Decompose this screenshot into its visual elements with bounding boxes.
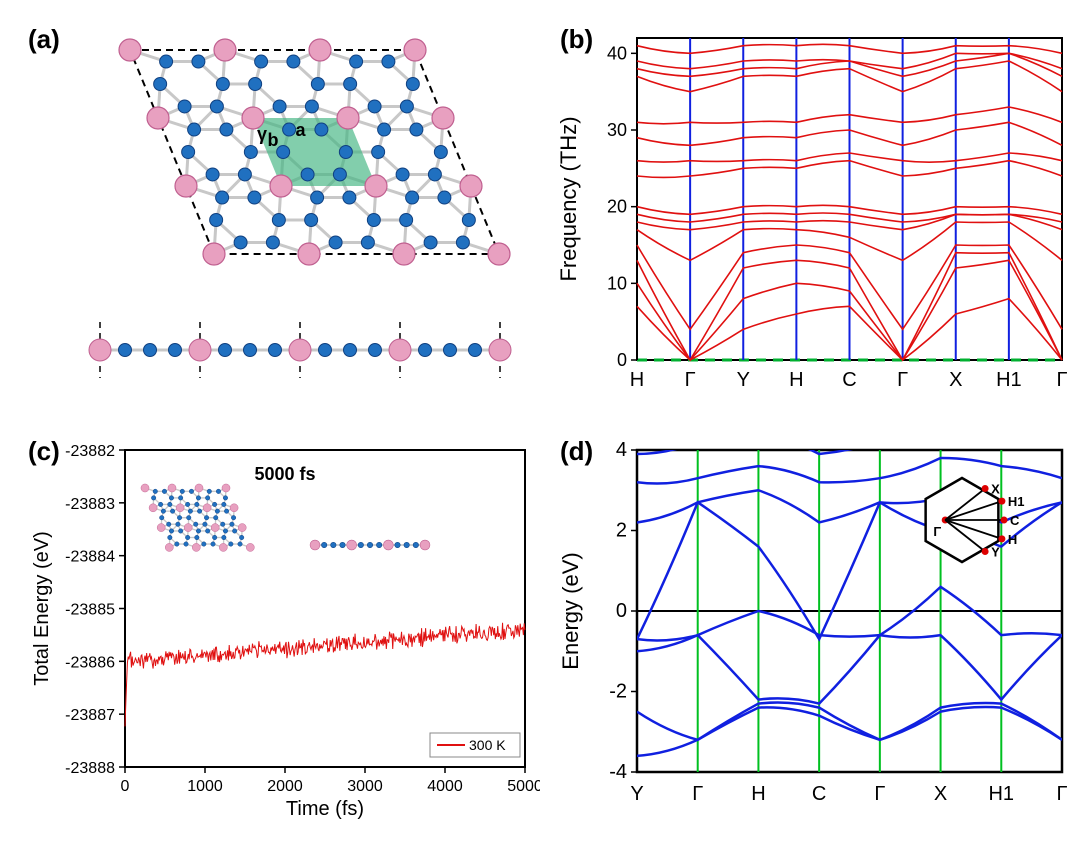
svg-text:C: C — [812, 783, 826, 805]
svg-text:-23886: -23886 — [65, 654, 115, 671]
svg-text:Γ: Γ — [1056, 783, 1067, 805]
svg-text:H: H — [1008, 532, 1017, 547]
svg-text:2000: 2000 — [267, 778, 303, 795]
svg-text:Energy (eV): Energy (eV) — [558, 552, 583, 669]
svg-text:H: H — [751, 783, 765, 805]
svg-text:2: 2 — [616, 520, 627, 542]
panel-c: (c) -23888 -23887 -23886 -23885 -23884 -23883… — [20, 432, 540, 832]
svg-text:0: 0 — [121, 778, 130, 795]
svg-text:-23885: -23885 — [65, 602, 115, 619]
panel-label-b: (b) — [560, 24, 593, 55]
svg-text:10: 10 — [607, 273, 627, 293]
svg-text:0: 0 — [616, 600, 627, 622]
svg-text:-23882: -23882 — [65, 443, 115, 460]
svg-text:-23887: -23887 — [65, 707, 115, 724]
svg-text:0: 0 — [617, 350, 627, 370]
svg-text:4: 4 — [616, 439, 627, 461]
svg-text:X: X — [934, 783, 947, 805]
svg-text:Γ: Γ — [897, 369, 908, 391]
svg-text:Γ: Γ — [874, 783, 885, 805]
svg-text:Y: Y — [630, 783, 643, 805]
svg-text:4000: 4000 — [427, 778, 463, 795]
svg-text:300 K: 300 K — [469, 737, 506, 753]
panel-label-c: (c) — [28, 436, 60, 467]
svg-text:Γ: Γ — [685, 369, 696, 391]
figure-grid: (a) abγ (b) 010203040HΓYHCΓXH1ΓFrequency… — [20, 20, 1060, 832]
svg-text:Frequency (THz): Frequency (THz) — [556, 116, 581, 281]
panel-label-a: (a) — [28, 24, 60, 55]
svg-text:Y: Y — [737, 369, 750, 391]
svg-text:Γ: Γ — [1056, 369, 1067, 391]
svg-text:3000: 3000 — [347, 778, 383, 795]
svg-text:5000: 5000 — [507, 778, 540, 795]
svg-text:H1: H1 — [1008, 494, 1025, 509]
svg-text:5000 fs: 5000 fs — [254, 464, 315, 484]
svg-text:H: H — [789, 369, 803, 391]
svg-text:Y: Y — [991, 545, 1000, 560]
svg-text:X: X — [991, 482, 1000, 497]
svg-text:30: 30 — [607, 120, 627, 140]
svg-text:H1: H1 — [988, 783, 1014, 805]
svg-text:20: 20 — [607, 197, 627, 217]
svg-text:-23884: -23884 — [65, 549, 115, 566]
svg-text:40: 40 — [607, 43, 627, 63]
svg-text:-2: -2 — [609, 681, 627, 703]
svg-text:C: C — [842, 369, 856, 391]
svg-text:-4: -4 — [609, 761, 627, 783]
svg-text:-23883: -23883 — [65, 496, 115, 513]
svg-text:C: C — [1010, 513, 1020, 528]
panel-a: (a) abγ — [20, 20, 540, 420]
svg-text:Total Energy (eV): Total Energy (eV) — [31, 531, 53, 686]
svg-text:Γ: Γ — [933, 524, 941, 539]
panel-b: (b) 0 10 20 30 40 H Γ Y H C Γ X H1 Γ Frequency (THz) — [552, 20, 1072, 420]
band-structure-chart: -4-2024YΓHCΓXH1ΓEnergy (eV)ΓXH1CHY — [552, 432, 1072, 832]
svg-text:H1: H1 — [996, 369, 1022, 391]
phonon-dispersion-chart: 0 10 20 30 40 H Γ Y H C Γ X H1 Γ Frequency (THz) — [552, 20, 1072, 420]
panel-d: (d) -4-2024YΓHCΓXH1ΓEnergy (eV)ΓXH1CHY — [552, 432, 1072, 832]
crystal-structure-diagram: abγ — [20, 20, 540, 420]
svg-text:1000: 1000 — [187, 778, 223, 795]
panel-label-d: (d) — [560, 436, 593, 467]
svg-text:Time (fs): Time (fs) — [286, 798, 364, 820]
svg-text:γ: γ — [257, 124, 267, 144]
svg-text:X: X — [949, 369, 962, 391]
svg-text:-23888: -23888 — [65, 760, 115, 777]
svg-text:H: H — [630, 369, 644, 391]
svg-text:a: a — [295, 120, 306, 140]
svg-text:Γ: Γ — [692, 783, 703, 805]
svg-text:b: b — [268, 130, 279, 150]
md-energy-chart: -23888 -23887 -23886 -23885 -23884 -23883 -238… — [20, 432, 540, 832]
